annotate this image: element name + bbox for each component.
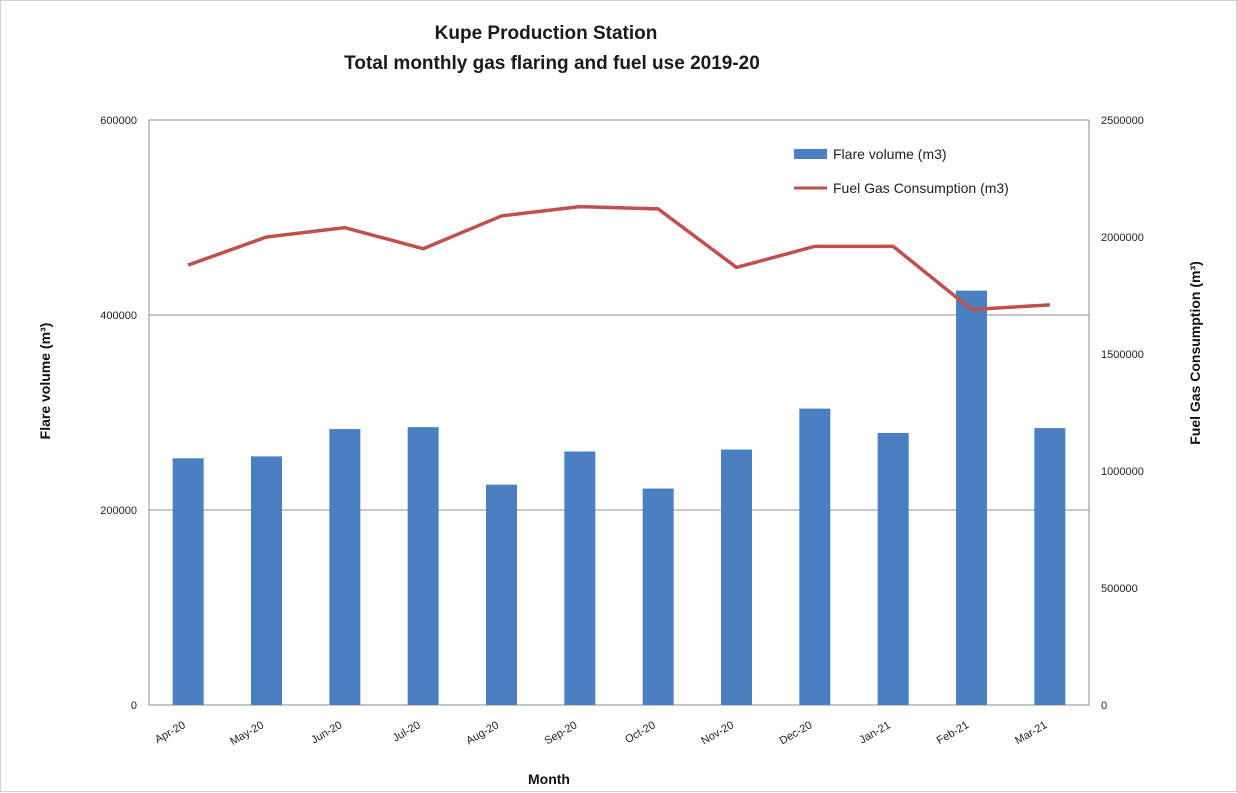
bar (172, 458, 204, 705)
bar (486, 484, 517, 705)
y-tick-label: 400000 (100, 310, 137, 322)
bar (721, 449, 752, 705)
x-axis-ticks: Apr-20 May-20 Jun-20 Jul-20 Aug-20 Sep-20 Oct-… (153, 719, 1049, 748)
y2-tick-label: 1500000 (1101, 349, 1144, 361)
x-tick-label: Jan-21 (858, 719, 893, 746)
x-tick-label: Feb-21 (935, 719, 971, 747)
y2-tick-label: 2500000 (1101, 115, 1144, 127)
legend-label-flare: Flare volume (m3) (833, 146, 947, 162)
bar (799, 408, 831, 705)
x-tick-label: Jul-20 (391, 719, 423, 744)
legend: Flare volume (m3) Fuel Gas Consumption (… (794, 146, 1009, 196)
x-tick-label: Apr-20 (153, 719, 188, 746)
x-tick-label: Dec-20 (778, 719, 815, 747)
gridlines (148, 119, 1090, 706)
legend-label-fuel-gas: Fuel Gas Consumption (m3) (833, 180, 1009, 196)
bar (407, 427, 439, 705)
bar (329, 429, 361, 705)
bar (877, 432, 909, 705)
x-axis-title: Month (528, 771, 570, 787)
y2-tick-label: 2000000 (1101, 232, 1144, 244)
x-tick-label: Mar-21 (1013, 719, 1049, 747)
bar (1034, 428, 1066, 705)
bar-series (172, 290, 1066, 705)
x-tick-label: May-20 (228, 719, 266, 748)
bar (642, 488, 674, 705)
chart-subtitle: Total monthly gas flaring and fuel use 2… (344, 53, 760, 74)
x-tick-label: Oct-20 (623, 719, 658, 746)
bar (956, 290, 987, 705)
x-tick-label: Nov-20 (699, 719, 736, 747)
line-series (187, 204, 1050, 312)
y2-tick-label: 0 (1101, 700, 1107, 712)
y2-tick-label: 500000 (1101, 583, 1138, 595)
right-axis-ticks: 0 500000 1000000 1500000 2000000 2500000 (1101, 115, 1144, 712)
y-axis-title: Flare volume (m³) (37, 323, 53, 440)
y-tick-label: 600000 (100, 115, 137, 127)
y-tick-label: 0 (131, 700, 137, 712)
bar (251, 456, 282, 705)
left-axis-ticks: 0 200000 400000 600000 (100, 115, 137, 712)
y2-axis-title: Fuel Gas Consumption (m³) (1187, 261, 1203, 445)
y2-tick-label: 1000000 (1101, 466, 1144, 478)
bar (564, 451, 596, 705)
x-tick-label: Aug-20 (464, 719, 501, 747)
x-tick-label: Sep-20 (543, 719, 580, 747)
chart-title: Kupe Production Station (435, 23, 658, 44)
y-tick-label: 200000 (100, 505, 137, 517)
legend-swatch-flare (794, 149, 827, 159)
fuel-gas-line (187, 204, 1050, 312)
x-tick-label: Jun-20 (309, 719, 344, 746)
